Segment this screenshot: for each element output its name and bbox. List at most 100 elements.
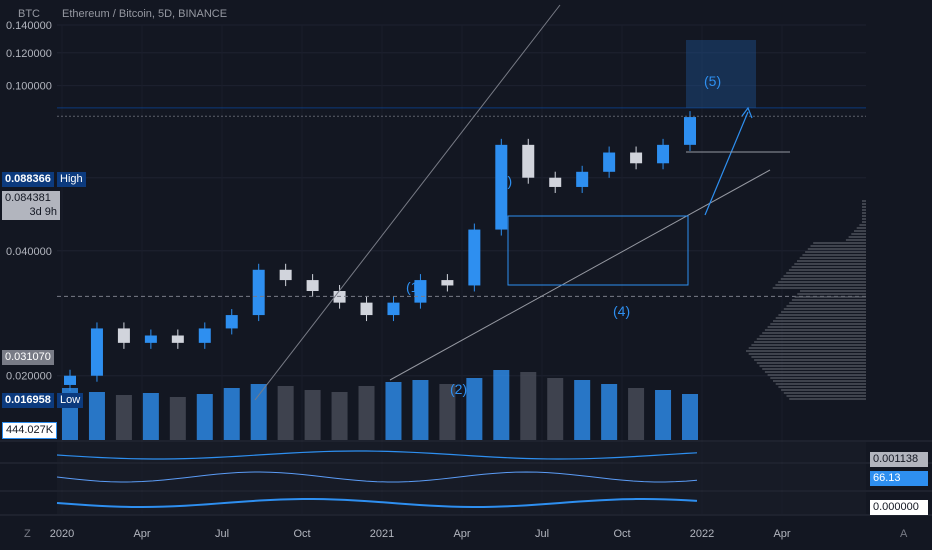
candle-body <box>495 144 508 230</box>
volume-bar <box>88 392 105 440</box>
currency-label: BTC <box>18 8 40 20</box>
volume-profile-bar <box>767 326 866 328</box>
volume-profile-bar <box>748 347 866 349</box>
volume-profile-bar <box>762 332 866 334</box>
candle-body <box>441 280 454 286</box>
volume-profile-bar <box>756 338 866 340</box>
price-tick-label: 0.100000 <box>6 81 52 93</box>
high-label: High <box>57 172 86 187</box>
volume-bar <box>250 384 267 440</box>
candle-body <box>333 291 346 303</box>
time-tick-label: Oct <box>293 528 310 540</box>
volume-profile-bar <box>788 269 866 271</box>
volume-profile-bar <box>805 251 866 253</box>
macd-value-tag: 0.001138 <box>870 452 928 467</box>
volume-profile-bar <box>797 260 866 262</box>
level-price-tag: 0.031070 <box>2 350 54 365</box>
time-tick-label: Apr <box>133 528 150 540</box>
volume-profile-bar <box>856 227 866 229</box>
candle-body <box>117 328 130 343</box>
volume-profile-bar <box>775 317 866 319</box>
volume-profile-bar <box>767 374 866 376</box>
macd-line <box>56 450 698 460</box>
symbol-title: Ethereum / Bitcoin, 5D, BINANCE <box>62 8 228 20</box>
candle-body <box>549 177 562 187</box>
volume-profile-bar <box>786 272 866 274</box>
volume-profile-bar <box>764 371 866 373</box>
volume-profile-bar <box>746 350 866 352</box>
volume-bar <box>466 378 483 440</box>
volume-bar <box>628 388 645 440</box>
wave-label-2: (2) <box>450 381 468 397</box>
volume-profile-bar <box>800 290 866 292</box>
volume-bar <box>493 370 510 440</box>
volume-bar <box>304 390 321 440</box>
volume-profile-bar <box>783 275 866 277</box>
volume-profile-bar <box>797 293 866 295</box>
candle-body <box>576 171 589 187</box>
candle-body <box>306 280 319 292</box>
price-tick-label: 0.040000 <box>6 246 52 258</box>
volume-profile-bar <box>862 206 866 208</box>
volume-bar <box>520 372 537 440</box>
volume-profile-bar <box>810 245 866 247</box>
time-tick-label: 2020 <box>50 528 74 540</box>
volume-profile-bar <box>773 380 866 382</box>
osc-line <box>56 497 698 508</box>
time-tick-label: Apr <box>773 528 790 540</box>
volume-bar <box>196 394 213 440</box>
volume-profile-bar <box>799 257 866 259</box>
candle-body <box>630 152 643 164</box>
low-label: Low <box>57 393 84 408</box>
price-tick-label: 0.120000 <box>6 48 52 60</box>
volume-tag: 444.027K <box>2 422 58 439</box>
time-tick-label: Jul <box>215 528 229 540</box>
volume-bar <box>277 386 294 440</box>
volume-profile-bar <box>794 296 866 298</box>
candle-body <box>225 315 238 329</box>
price-tick-label: 0.140000 <box>6 20 52 32</box>
candle-body <box>684 117 696 145</box>
volume-bar <box>439 384 456 440</box>
volume-profile-bar <box>748 353 866 355</box>
consolidation-box <box>507 215 689 286</box>
volume-profile-bar <box>781 389 866 391</box>
volume-profile-bar <box>786 305 866 307</box>
candle-body <box>387 302 400 316</box>
candle-body <box>522 144 535 178</box>
timezone-icon[interactable]: Z <box>24 528 31 540</box>
volume-profile-bar <box>778 314 866 316</box>
candle-body <box>171 335 184 343</box>
volume-profile-bar <box>851 233 866 235</box>
volume-profile-bar <box>862 200 866 202</box>
trend-line <box>254 4 561 401</box>
time-tick-label: Jul <box>535 528 549 540</box>
volume-profile-bar <box>862 218 866 220</box>
candle-body <box>198 328 211 343</box>
volume-profile-bar <box>762 368 866 370</box>
auto-scale-icon[interactable]: A <box>900 528 908 540</box>
volume-profile-bar <box>802 254 866 256</box>
volume-profile-bar <box>807 248 866 250</box>
candle-body <box>657 144 670 164</box>
time-tick-label: Oct <box>613 528 630 540</box>
volume-bar <box>574 380 591 440</box>
volume-profile-bar <box>772 287 866 289</box>
volume-bar <box>142 393 159 440</box>
target-zone <box>686 40 756 108</box>
volume-bar <box>169 397 186 440</box>
current-price-tag: 0.084381 <box>2 191 60 206</box>
volume-bar <box>655 390 672 440</box>
volume-profile-bar <box>789 398 866 400</box>
volume-bar <box>385 382 402 440</box>
wave-label-1: (1) <box>406 279 424 295</box>
volume-profile-bar <box>813 242 866 244</box>
volume-profile-bar <box>848 236 866 238</box>
volume-profile-bar <box>775 383 866 385</box>
candle-body <box>603 152 616 172</box>
volume-profile-bar <box>786 395 866 397</box>
volume-profile-bar <box>862 203 866 205</box>
volume-profile-bar <box>756 362 866 364</box>
